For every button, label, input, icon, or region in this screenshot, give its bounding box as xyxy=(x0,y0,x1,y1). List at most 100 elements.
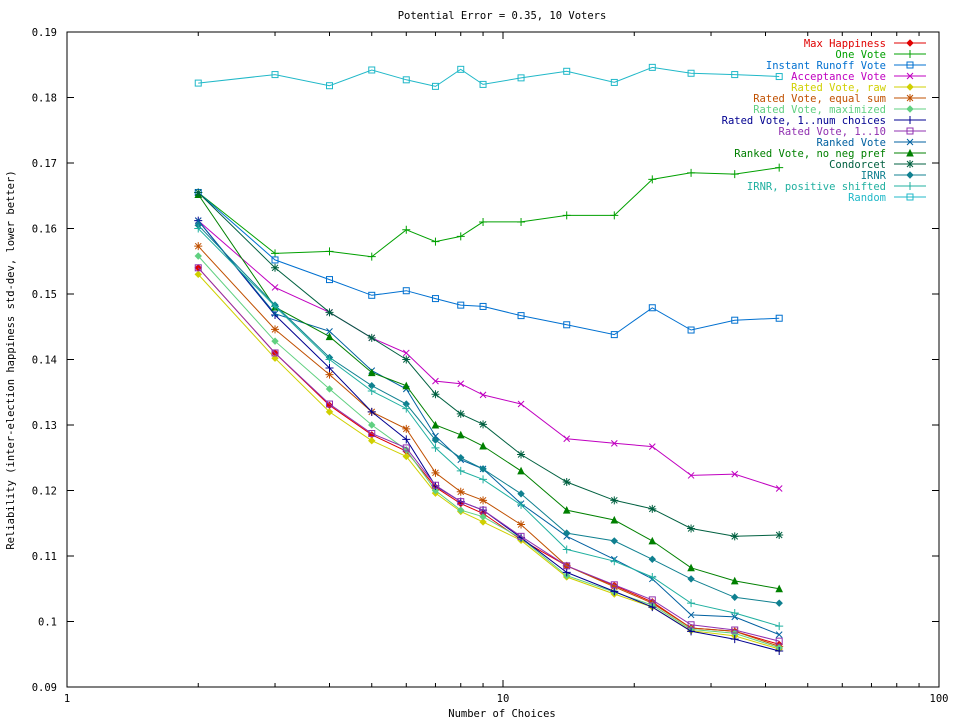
legend-label: Acceptance Vote xyxy=(791,71,886,83)
x-tick-label: 100 xyxy=(930,693,949,705)
y-tick-label: 0.12 xyxy=(32,486,57,498)
legend-marker xyxy=(906,148,914,157)
data-point xyxy=(610,587,619,596)
data-point xyxy=(368,66,376,74)
data-point xyxy=(402,381,411,390)
data-point xyxy=(610,78,618,86)
data-point xyxy=(325,276,333,284)
y-tick-label: 0.18 xyxy=(32,93,57,105)
y-tick-label: 0.09 xyxy=(32,682,57,694)
data-point xyxy=(517,532,525,540)
data-point xyxy=(479,302,487,310)
legend-item: Ranked Vote xyxy=(816,137,926,149)
series-group xyxy=(194,63,784,655)
y-tick-label: 0.13 xyxy=(32,420,57,432)
legend-item: Max Happiness xyxy=(804,38,926,50)
data-point xyxy=(517,312,525,320)
data-point xyxy=(517,500,526,509)
x-axis-label: Number of Choices xyxy=(448,708,555,720)
legend-item: IRNR, positive shifted xyxy=(747,181,926,193)
data-point xyxy=(610,537,619,545)
data-point xyxy=(775,485,783,492)
data-point xyxy=(610,331,618,339)
legend-item: Random xyxy=(848,192,926,204)
legend-marker xyxy=(906,61,914,69)
legend-label: Ranked Vote, no neg pref xyxy=(734,148,886,160)
series-1 xyxy=(194,163,784,261)
data-point xyxy=(326,327,333,335)
data-point xyxy=(325,400,333,408)
data-point xyxy=(562,568,571,577)
data-point xyxy=(402,287,410,295)
legend-label: IRNR, positive shifted xyxy=(747,181,886,193)
legend-marker xyxy=(906,182,914,190)
chart-title: Potential Error = 0.35, 10 Voters xyxy=(398,10,607,22)
data-point xyxy=(402,444,410,452)
data-point xyxy=(517,466,525,475)
legend-label: Rated Vote, raw xyxy=(791,82,887,94)
data-point xyxy=(457,454,465,462)
data-point xyxy=(194,270,202,279)
series-line xyxy=(197,267,780,642)
data-point xyxy=(194,217,202,224)
data-point xyxy=(194,252,202,260)
data-point xyxy=(325,385,334,393)
legend-item: Rated Vote, raw xyxy=(791,82,926,94)
data-point xyxy=(457,301,465,309)
data-point xyxy=(687,472,695,479)
data-point xyxy=(402,225,411,234)
legend-item: Rated Vote, equal sum xyxy=(753,93,926,105)
data-point xyxy=(402,404,411,413)
data-point xyxy=(648,63,656,71)
data-point xyxy=(456,232,465,241)
series-line xyxy=(197,192,780,336)
data-point xyxy=(479,475,488,484)
data-point xyxy=(479,391,487,399)
legend-label: IRNR xyxy=(861,170,887,182)
data-point xyxy=(402,435,411,444)
series-10 xyxy=(194,190,784,593)
data-point xyxy=(731,593,739,601)
data-point xyxy=(271,310,279,318)
data-point xyxy=(457,65,465,73)
y-tick-label: 0.1 xyxy=(38,617,57,629)
data-point xyxy=(687,575,695,583)
data-point xyxy=(687,563,695,572)
series-11 xyxy=(194,188,784,541)
data-point xyxy=(479,506,487,514)
data-point xyxy=(731,626,739,634)
data-point xyxy=(479,441,487,450)
data-point xyxy=(775,631,783,638)
data-point xyxy=(457,498,465,506)
data-point xyxy=(271,337,279,345)
data-point xyxy=(563,321,571,329)
data-point xyxy=(194,188,203,197)
data-point xyxy=(194,242,203,251)
legend-marker xyxy=(906,193,914,201)
data-point xyxy=(325,355,334,364)
legend-item: Rated Vote, maximized xyxy=(753,104,926,116)
data-point xyxy=(731,316,739,324)
data-point xyxy=(368,421,376,429)
data-point xyxy=(479,512,487,521)
legend-marker xyxy=(906,160,914,168)
data-point xyxy=(648,175,657,184)
data-point xyxy=(775,531,784,540)
legend-marker xyxy=(906,50,914,58)
data-point xyxy=(687,326,695,334)
data-point xyxy=(457,380,465,388)
data-point xyxy=(368,430,376,438)
data-point xyxy=(367,333,376,342)
data-point xyxy=(730,170,739,179)
data-point xyxy=(456,466,465,475)
data-point xyxy=(731,71,739,79)
x-tick-label: 1 xyxy=(64,693,70,705)
data-point xyxy=(610,557,619,566)
data-point xyxy=(562,545,571,554)
data-point xyxy=(687,168,696,177)
data-point xyxy=(648,443,656,450)
data-point xyxy=(325,364,334,373)
data-point xyxy=(648,572,657,581)
